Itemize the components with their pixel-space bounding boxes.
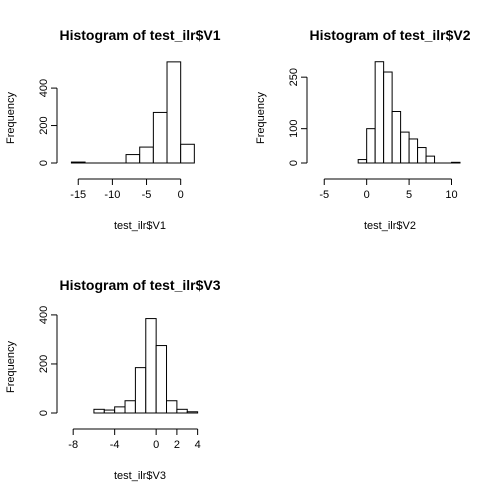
x-tick-label: 10 [445,189,457,201]
x-tick-label: 0 [153,439,159,451]
histogram-bar [114,406,126,414]
histogram-bar [357,159,368,164]
panel-v2-xlabel: test_ilr$V2 [364,220,416,232]
y-tick-label: 200 [38,355,50,373]
histogram-bar [93,408,105,414]
x-tick-label: -10 [104,189,120,201]
histogram-bar [451,161,461,164]
histogram-bar [180,143,195,164]
x-tick-label: 4 [195,439,201,451]
histogram-bar [408,138,419,164]
histogram-bar [383,71,393,164]
histogram-bar [152,111,168,164]
y-tick-label: 250 [288,68,300,86]
x-tick-label: -15 [70,189,86,201]
panel-v3-xlabel: test_ilr$V3 [114,470,166,482]
panel-v1-ylabel: Frequency [5,92,17,144]
y-tick-label: 400 [38,306,50,324]
panel-v3-title: Histogram of test_ilr$V3 [59,277,220,293]
panel-v1-xlabel: test_ilr$V1 [114,220,166,232]
histogram-bar [374,61,385,164]
histogram-bar [400,131,410,164]
y-tick-label: 0 [38,410,50,416]
panel-v2-title: Histogram of test_ilr$V2 [309,27,470,43]
histogram-bar [176,408,188,414]
panel-v2-ylabel: Frequency [255,92,267,144]
histogram-bar [103,409,116,414]
histogram-bar [166,400,178,414]
panel-v1-title: Histogram of test_ilr$V1 [59,27,220,43]
histogram-bar [425,155,436,164]
panel-v3-ylabel: Frequency [5,341,17,393]
histogram-bar [125,154,141,164]
x-tick-label: 5 [406,189,412,201]
panel-v2: Histogram of test_ilr$V2 test_ilr$V2 Fre… [255,27,471,232]
y-tick-label: 400 [38,79,50,97]
histogram-bar [391,111,402,164]
histogram-bar [70,161,86,164]
x-tick-label: -4 [110,439,120,451]
x-tick-label: 0 [178,189,184,201]
histogram-bar [366,128,376,164]
y-tick-label: 0 [288,160,300,166]
histogram-bar [124,400,136,414]
histogram-bar [166,61,182,164]
histogram-bar [417,147,427,164]
y-tick-label: 0 [38,160,50,166]
y-tick-label: 100 [288,119,300,137]
x-tick-label: -5 [319,189,329,201]
histogram-bar [139,146,154,164]
panel-v1: Histogram of test_ilr$V1 test_ilr$V1 Fre… [5,27,221,232]
histogram-bar [155,345,168,414]
x-tick-label: -8 [68,439,78,451]
histogram-bar [145,318,157,414]
x-tick-label: -5 [142,189,152,201]
panel-v3: Histogram of test_ilr$V3 test_ilr$V3 Fre… [5,277,221,482]
x-tick-label: 0 [364,189,370,201]
histogram-bar [186,411,199,414]
x-tick-label: 2 [174,439,180,451]
y-tick-label: 200 [38,116,50,134]
histogram-bar [134,367,147,414]
